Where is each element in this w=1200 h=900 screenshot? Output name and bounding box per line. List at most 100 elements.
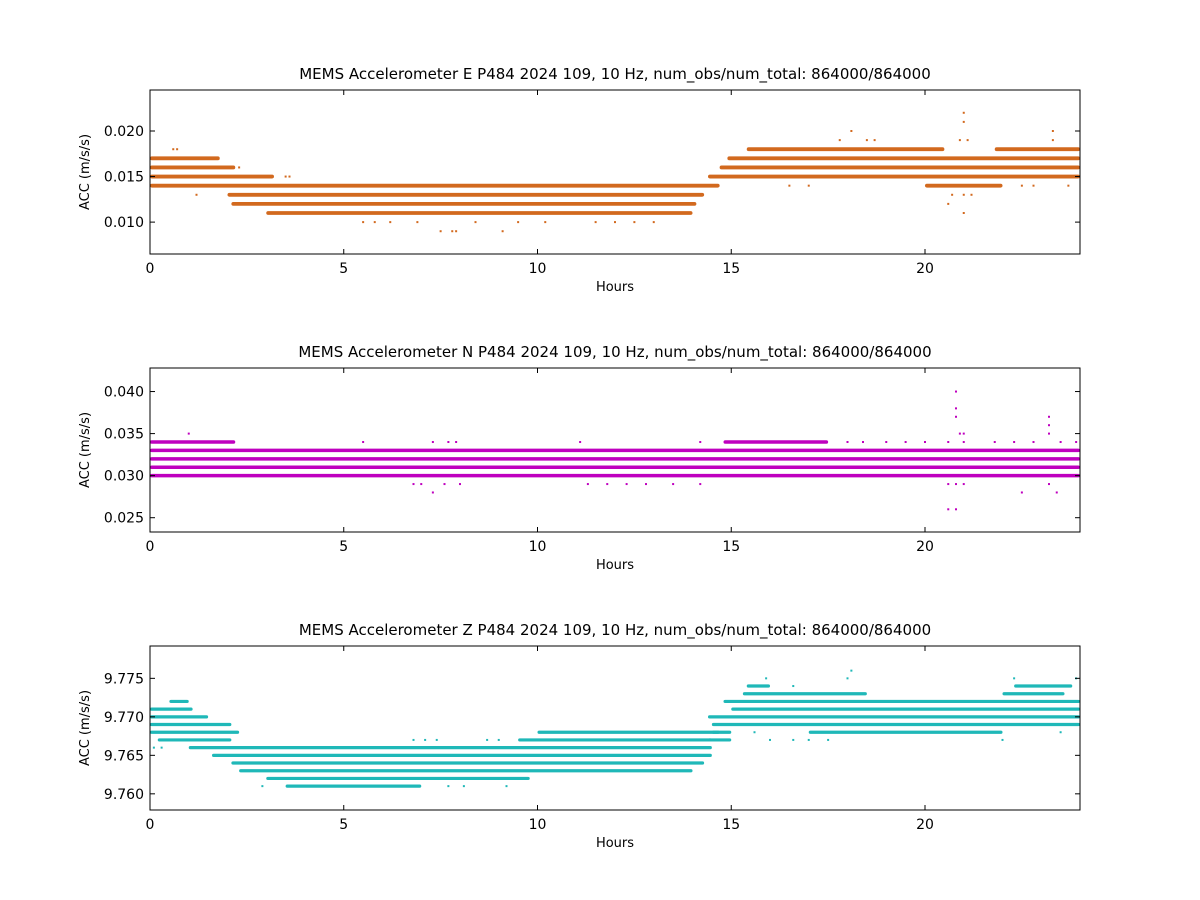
- data-point: [172, 148, 175, 151]
- data-layer: [150, 390, 1080, 511]
- data-point: [873, 139, 876, 142]
- data-point: [1051, 130, 1054, 132]
- data-point: [1067, 184, 1070, 187]
- y-tick-label: 0.030: [104, 469, 144, 485]
- axes-frame: [149, 89, 1081, 255]
- data-point: [455, 230, 458, 233]
- data-point: [447, 785, 450, 788]
- data-band: [150, 707, 193, 711]
- data-band: [150, 448, 1080, 453]
- data-point: [1032, 441, 1035, 444]
- data-point: [962, 111, 965, 114]
- data-band: [925, 183, 1003, 188]
- x-tick-label: 0: [146, 817, 155, 833]
- data-band: [711, 730, 732, 734]
- data-point: [412, 483, 415, 486]
- x-tick-label: 0: [146, 261, 155, 277]
- x-tick-label: 10: [529, 817, 547, 833]
- data-point: [955, 390, 957, 393]
- data-point: [362, 441, 365, 444]
- data-point: [1059, 441, 1062, 444]
- x-tick-label: 15: [722, 539, 740, 555]
- data-point: [625, 483, 628, 486]
- data-point: [850, 669, 853, 672]
- data-band: [231, 761, 705, 765]
- data-point: [924, 441, 926, 444]
- data-point: [769, 738, 771, 741]
- y-tick-label: 0.020: [104, 124, 144, 140]
- data-band: [708, 715, 1080, 719]
- data-point: [451, 230, 454, 233]
- data-point: [1048, 483, 1050, 486]
- y-tick-label: 9.765: [104, 748, 144, 764]
- data-band: [150, 715, 209, 719]
- x-axis-label: Hours: [596, 836, 634, 851]
- data-point: [474, 221, 477, 224]
- data-point: [497, 738, 500, 741]
- data-band: [518, 738, 712, 742]
- data-point: [412, 738, 415, 741]
- data-point: [152, 746, 155, 749]
- data-point: [788, 184, 791, 187]
- data-point: [796, 700, 799, 703]
- data-band: [1002, 692, 1065, 696]
- y-tick-label: 0.040: [104, 385, 144, 401]
- data-point: [486, 738, 489, 741]
- data-point: [753, 731, 756, 734]
- data-band: [711, 722, 1080, 727]
- data-band: [1014, 684, 1073, 688]
- y-axis-label: ACC (m/s/s): [78, 412, 93, 488]
- data-point: [505, 785, 508, 788]
- data-band: [150, 174, 274, 179]
- x-tick-label: 15: [722, 261, 740, 277]
- data-point: [792, 738, 795, 741]
- data-point: [846, 441, 849, 444]
- x-axis-label: Hours: [596, 280, 634, 295]
- data-band: [742, 692, 867, 696]
- chart-title: MEMS Accelerometer Z P484 2024 109, 10 H…: [299, 621, 931, 640]
- data-point: [362, 221, 365, 224]
- data-band: [285, 784, 422, 788]
- data-point: [958, 432, 961, 435]
- axes-frame: [149, 645, 1081, 811]
- y-axis-label: ACC (m/s/s): [78, 690, 93, 766]
- data-band: [231, 201, 697, 206]
- data-point: [160, 746, 163, 749]
- data-point: [435, 738, 438, 741]
- data-band: [212, 753, 712, 757]
- data-point: [838, 139, 841, 142]
- x-tick-label: 10: [529, 539, 547, 555]
- data-point: [509, 184, 512, 187]
- data-band: [723, 440, 829, 444]
- data-point: [699, 483, 702, 486]
- data-layer: [150, 669, 1080, 788]
- data-point: [470, 184, 473, 187]
- data-point: [288, 175, 291, 178]
- data-band: [157, 738, 232, 742]
- data-band: [731, 707, 1080, 711]
- data-point: [865, 139, 868, 142]
- x-tick-label: 20: [916, 539, 934, 555]
- data-point: [862, 441, 864, 444]
- x-tick-label: 20: [916, 817, 934, 833]
- data-point: [1059, 731, 1062, 734]
- data-point: [846, 677, 849, 680]
- data-point: [807, 184, 810, 187]
- chart-title: MEMS Accelerometer E P484 2024 109, 10 H…: [299, 65, 931, 84]
- x-tick-label: 5: [339, 539, 348, 555]
- data-point: [955, 508, 957, 511]
- x-tick-label: 0: [146, 539, 155, 555]
- y-tick-label: 9.770: [104, 710, 144, 726]
- data-band: [746, 684, 770, 688]
- data-point: [850, 130, 853, 132]
- y-axis-label: ACC (m/s/s): [78, 134, 93, 210]
- data-point: [699, 441, 702, 444]
- data-band: [746, 147, 945, 152]
- x-tick-label: 15: [722, 817, 740, 833]
- data-band: [150, 440, 236, 444]
- data-band: [227, 192, 705, 197]
- data-point: [962, 212, 965, 214]
- data-point: [1020, 184, 1023, 187]
- y-tick-label: 9.760: [104, 787, 144, 803]
